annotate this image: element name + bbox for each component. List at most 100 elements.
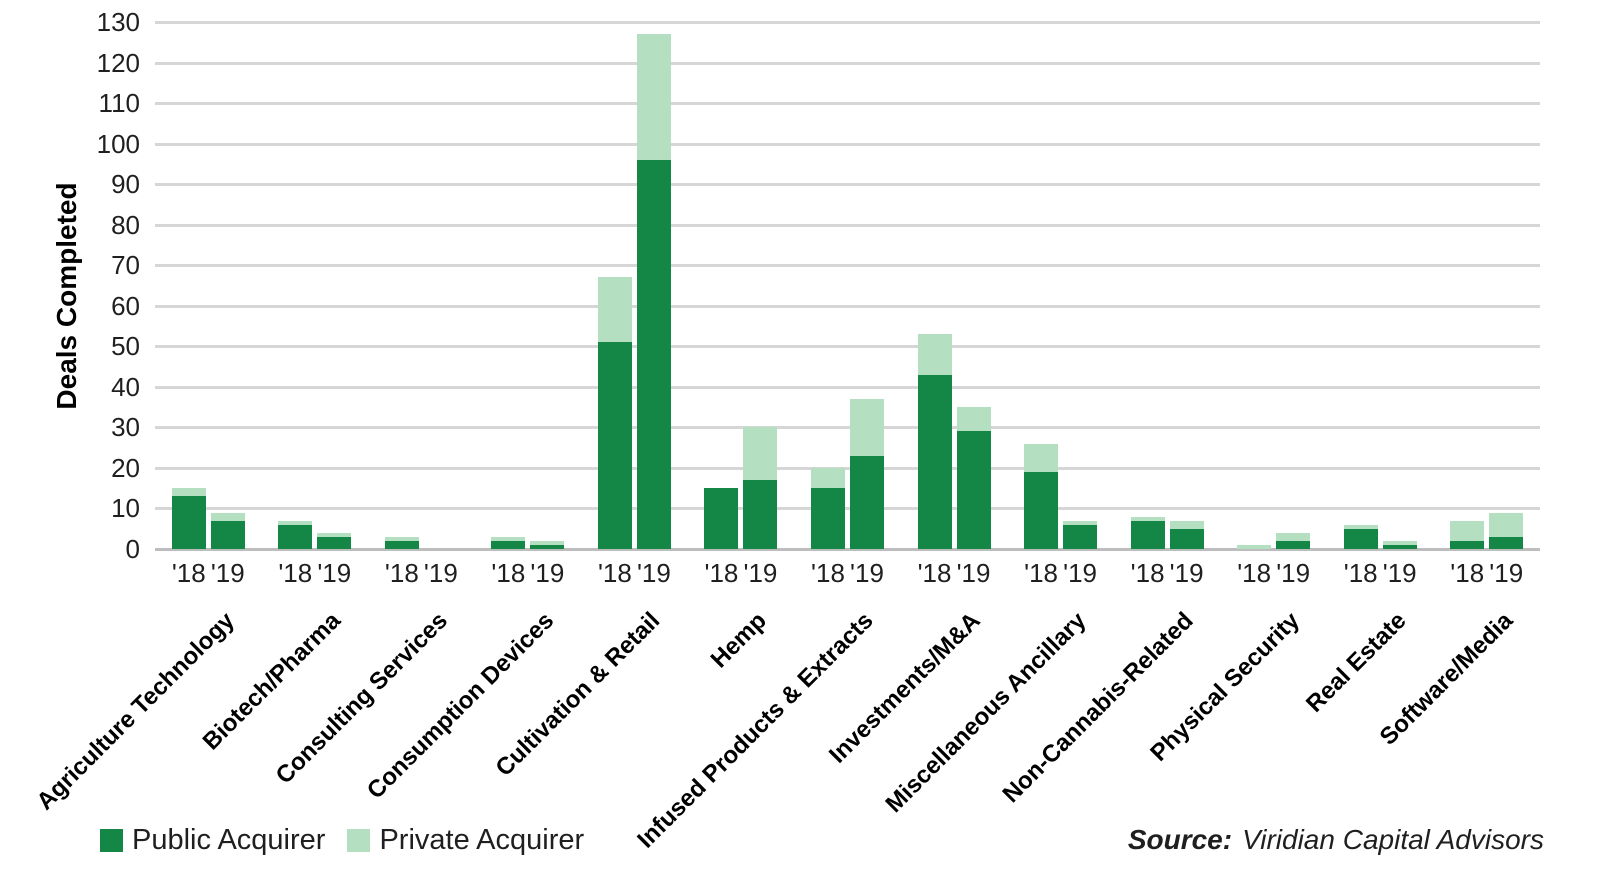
y-tick-label: 20 bbox=[111, 452, 140, 483]
bar-segment-private-acquirer bbox=[1130, 516, 1165, 521]
x-tick-label: '18 bbox=[1024, 558, 1058, 588]
bar-segment-public-acquirer bbox=[850, 455, 884, 549]
bar-segment-private-acquirer bbox=[1382, 540, 1417, 545]
bar-segment-private-acquirer bbox=[384, 536, 419, 541]
bar-segment-private-acquirer bbox=[491, 536, 526, 541]
x-tick-label: '19 bbox=[1169, 558, 1204, 588]
x-tick-label: '18 bbox=[917, 558, 952, 588]
bar-segment-public-acquirer bbox=[1063, 524, 1098, 549]
bar-segment-private-acquirer bbox=[1450, 520, 1485, 541]
x-tick-label: '19 bbox=[850, 558, 884, 588]
category-label: Real Estate bbox=[1300, 607, 1412, 718]
category-label: Non-Cannabis-Related bbox=[997, 607, 1199, 809]
gridline bbox=[155, 183, 1540, 187]
bar-segment-public-acquirer bbox=[1276, 540, 1311, 549]
x-tick-label: '19 bbox=[530, 558, 565, 588]
x-tick-label: '19 bbox=[210, 558, 245, 588]
x-tick-label: '19 bbox=[317, 558, 352, 588]
legend: Public Acquirer Private Acquirer bbox=[100, 824, 584, 857]
y-tick-label: 80 bbox=[111, 209, 140, 240]
y-tick-label: 70 bbox=[111, 250, 140, 281]
x-tick-label: '19 bbox=[743, 558, 778, 588]
gridline bbox=[155, 426, 1540, 430]
legend-label-public-acquirer: Public Acquirer bbox=[132, 824, 326, 856]
x-tick-label: '18 bbox=[1237, 558, 1272, 588]
y-tick-label: 10 bbox=[111, 493, 140, 524]
x-tick-label: '18 bbox=[1343, 558, 1378, 588]
bar-segment-private-acquirer bbox=[1489, 512, 1524, 537]
bar-segment-public-acquirer bbox=[1382, 544, 1417, 549]
y-tick-label: 100 bbox=[96, 128, 140, 159]
gridline bbox=[155, 21, 1540, 24]
gridline bbox=[155, 466, 1540, 470]
gridline bbox=[155, 304, 1540, 308]
gridline bbox=[155, 223, 1540, 227]
bar-segment-public-acquirer bbox=[704, 488, 739, 549]
bar-segment-private-acquirer bbox=[530, 540, 565, 545]
category-label: Miscellaneous Ancillary bbox=[880, 607, 1092, 818]
bar-segment-private-acquirer bbox=[278, 520, 313, 525]
y-tick-label: 40 bbox=[111, 371, 140, 402]
bar-segment-private-acquirer bbox=[636, 34, 671, 160]
bar-segment-public-acquirer bbox=[811, 488, 845, 549]
category-label: Consumption Devices bbox=[361, 607, 560, 805]
bar-segment-public-acquirer bbox=[317, 536, 352, 549]
bar-segment-private-acquirer bbox=[1169, 520, 1204, 529]
y-tick-label: 50 bbox=[111, 331, 140, 362]
bar-segment-public-acquirer bbox=[636, 159, 671, 549]
bar-segment-private-acquirer bbox=[1063, 520, 1098, 525]
bar-segment-public-acquirer bbox=[1343, 528, 1378, 549]
x-tick-label: '19 bbox=[1276, 558, 1311, 588]
source-text: Viridian Capital Advisors bbox=[1242, 824, 1544, 855]
bar-segment-private-acquirer bbox=[1343, 524, 1378, 529]
x-tick-label: '19 bbox=[1489, 558, 1524, 588]
x-axis-line bbox=[155, 548, 1540, 551]
x-tick-label: '18 bbox=[597, 558, 632, 588]
x-tick-label: '19 bbox=[1382, 558, 1417, 588]
legend-label-private-acquirer: Private Acquirer bbox=[379, 824, 585, 856]
bar-segment-private-acquirer bbox=[811, 467, 845, 489]
gridline bbox=[155, 507, 1540, 511]
public-acquirer-swatch-icon bbox=[100, 829, 123, 852]
bar-segment-private-acquirer bbox=[597, 277, 632, 343]
gridline bbox=[155, 102, 1540, 106]
y-tick-label: 60 bbox=[111, 290, 140, 321]
x-tick-label: '19 bbox=[423, 558, 458, 588]
legend-item-private-acquirer: Private Acquirer bbox=[347, 824, 584, 857]
gridline bbox=[155, 385, 1540, 389]
bar-segment-private-acquirer bbox=[850, 399, 884, 456]
bar-segment-private-acquirer bbox=[210, 512, 245, 521]
category-label: Agriculture Technology bbox=[31, 607, 240, 816]
bar-segment-public-acquirer bbox=[1489, 536, 1524, 549]
bar-segment-private-acquirer bbox=[1276, 532, 1311, 541]
bar-segment-public-acquirer bbox=[171, 496, 206, 549]
bar-segment-public-acquirer bbox=[210, 520, 245, 549]
bar-segment-public-acquirer bbox=[956, 431, 991, 549]
x-tick-label: '18 bbox=[1130, 558, 1165, 588]
private-acquirer-swatch-icon bbox=[347, 829, 371, 852]
x-tick-label: '18 bbox=[171, 558, 206, 588]
bar-segment-public-acquirer bbox=[384, 540, 419, 549]
x-tick-label: '18 bbox=[278, 558, 313, 588]
source-attribution: Source: Viridian Capital Advisors bbox=[1128, 824, 1544, 856]
bar-segment-public-acquirer bbox=[917, 374, 952, 549]
bar-segment-public-acquirer bbox=[530, 544, 565, 549]
bar-segment-private-acquirer bbox=[1237, 544, 1272, 549]
bar-segment-public-acquirer bbox=[1130, 520, 1165, 549]
gridline bbox=[155, 61, 1540, 65]
gridline bbox=[155, 142, 1540, 146]
y-tick-label: 120 bbox=[96, 47, 140, 78]
bar-segment-private-acquirer bbox=[917, 334, 952, 375]
y-tick-label: 0 bbox=[125, 534, 140, 564]
bar-segment-public-acquirer bbox=[597, 342, 632, 549]
gridline bbox=[155, 264, 1540, 268]
category-label: Hemp bbox=[705, 607, 773, 674]
x-tick-label: '18 bbox=[1450, 558, 1485, 588]
source-label: Source: bbox=[1127, 824, 1233, 855]
gridline bbox=[155, 345, 1540, 349]
y-tick-label: 130 bbox=[96, 7, 140, 37]
x-tick-label: '18 bbox=[491, 558, 526, 588]
bar-segment-private-acquirer bbox=[743, 427, 778, 481]
x-tick-label: '18 bbox=[384, 558, 419, 588]
